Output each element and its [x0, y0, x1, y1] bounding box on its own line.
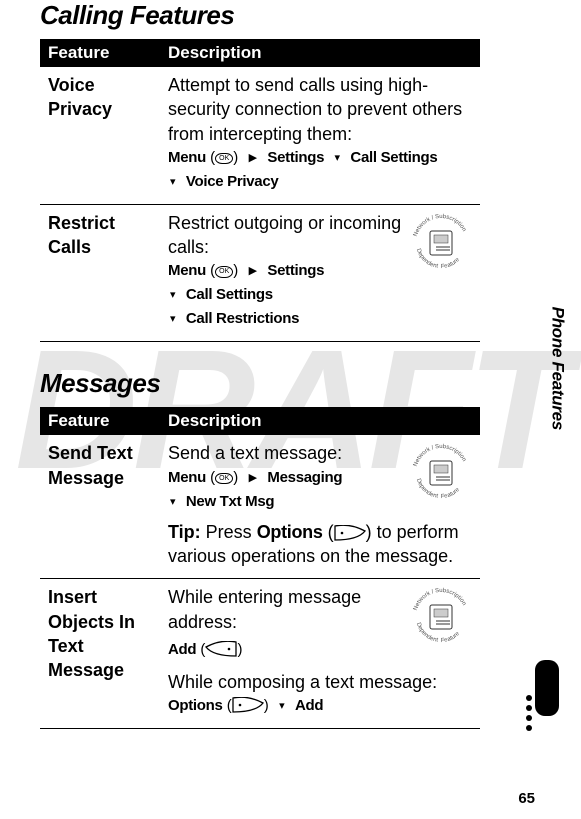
network-subscription-icon: Network / Subscription Dependent Feature — [410, 587, 472, 647]
feature-name: Voice Privacy — [40, 67, 160, 204]
table-row: Voice Privacy Attempt to send calls usin… — [40, 67, 480, 204]
ok-button-icon: OK — [215, 266, 233, 278]
menu-path: Options () ▾ Add — [168, 694, 472, 718]
path-step: Settings — [267, 262, 324, 279]
ok-button-icon: OK — [215, 473, 233, 485]
softkey-right-icon — [232, 697, 264, 713]
table-row: Send Text Message Network / Subscription… — [40, 435, 480, 578]
feature-description: Network / Subscription Dependent Feature… — [160, 204, 480, 342]
path-step: Call Restrictions — [186, 310, 299, 327]
calling-features-table: Feature Description Voice Privacy Attemp… — [40, 39, 480, 342]
feature-name: Insert Objects In Text Message — [40, 579, 160, 729]
arrow-icon: ▾ — [277, 700, 287, 712]
arrow-icon: ▾ — [168, 496, 178, 508]
arrow-icon: ▾ — [168, 313, 178, 325]
feature-description: Network / Subscription Dependent Feature… — [160, 435, 480, 578]
add-label: Add — [295, 697, 323, 714]
col-header-feature: Feature — [40, 407, 160, 435]
feature-description: Network / Subscription Dependent Feature… — [160, 579, 480, 729]
softkey-left-icon — [205, 641, 237, 657]
section-title-calling: Calling Features — [40, 0, 551, 31]
network-subscription-icon: Network / Subscription Dependent Feature — [410, 443, 472, 503]
table-row: Insert Objects In Text Message Network /… — [40, 579, 480, 729]
page-number: 65 — [518, 790, 535, 807]
page-content: Calling Features Feature Description Voi… — [0, 0, 581, 729]
network-subscription-icon: Network / Subscription Dependent Feature — [410, 213, 472, 273]
col-header-description: Description — [160, 39, 480, 67]
arrow-icon: ▾ — [168, 176, 178, 188]
feature-name: Send Text Message — [40, 435, 160, 578]
options-label: Options — [257, 522, 323, 542]
menu-label: Menu — [168, 262, 206, 279]
table-header-row: Feature Description — [40, 39, 480, 67]
arrow-icon: ▾ — [168, 289, 178, 301]
table-header-row: Feature Description — [40, 407, 480, 435]
description-text: Attempt to send calls using high-securit… — [168, 73, 472, 146]
menu-path: Menu (OK) ▶ Settings ▾ Call Settings ▾ V… — [168, 146, 472, 194]
menu-label: Menu — [168, 149, 206, 166]
path-step: Call Settings — [186, 286, 273, 303]
softkey-right-icon — [334, 525, 366, 541]
col-header-feature: Feature — [40, 39, 160, 67]
path-step: Messaging — [267, 469, 342, 486]
path-step: Voice Privacy — [186, 173, 279, 190]
tip-block: Tip: Press Options () to perform various… — [168, 520, 472, 569]
menu-label: Menu — [168, 469, 206, 486]
tip-text: Press — [201, 522, 257, 542]
path-step: Call Settings — [350, 149, 437, 166]
arrow-icon: ▶ — [247, 152, 259, 164]
path-step: Settings — [267, 149, 324, 166]
arrow-icon: ▾ — [333, 152, 343, 164]
arrow-icon: ▶ — [247, 472, 259, 484]
section-title-messages: Messages — [40, 368, 551, 399]
feature-description: Attempt to send calls using high-securit… — [160, 67, 480, 204]
col-header-description: Description — [160, 407, 480, 435]
options-label: Options — [168, 697, 223, 714]
tip-label: Tip: — [168, 522, 201, 542]
messages-table: Feature Description Send Text Message Ne… — [40, 407, 480, 729]
add-label: Add — [168, 641, 196, 658]
description-text: While composing a text message: — [168, 670, 472, 694]
arrow-icon: ▶ — [247, 265, 259, 277]
ok-button-icon: OK — [215, 153, 233, 165]
path-step: New Txt Msg — [186, 493, 274, 510]
feature-name: Restrict Calls — [40, 204, 160, 342]
table-row: Restrict Calls Network / Subscription De… — [40, 204, 480, 342]
